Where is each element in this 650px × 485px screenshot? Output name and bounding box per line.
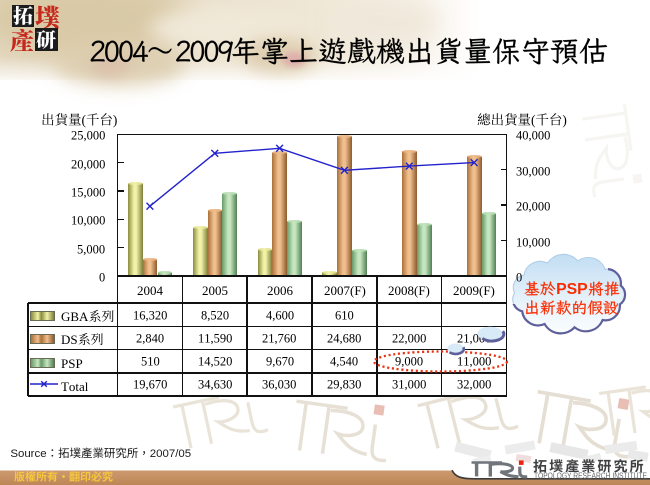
- svg-text:14,520: 14,520: [198, 355, 232, 369]
- svg-text:0: 0: [99, 270, 105, 284]
- svg-text:9,670: 9,670: [266, 355, 294, 369]
- svg-text:34,630: 34,630: [198, 378, 232, 392]
- svg-text:2007/05: 2007/05: [150, 448, 191, 460]
- svg-text:10,000: 10,000: [516, 235, 550, 249]
- svg-text:(: (: [531, 112, 536, 127]
- svg-text:510: 510: [141, 355, 160, 369]
- svg-text:5,000: 5,000: [77, 242, 105, 256]
- svg-text:PSP: PSP: [556, 281, 588, 298]
- svg-text:16,320: 16,320: [133, 308, 167, 322]
- svg-text:11,000: 11,000: [457, 355, 491, 369]
- svg-text:25,000: 25,000: [71, 129, 105, 143]
- svg-text:36,030: 36,030: [262, 378, 296, 392]
- svg-text:610: 610: [335, 308, 354, 322]
- svg-text:DS: DS: [61, 332, 78, 347]
- svg-text:15,000: 15,000: [71, 185, 105, 199]
- svg-text:29,830: 29,830: [327, 378, 361, 392]
- svg-text:9,000: 9,000: [395, 355, 423, 369]
- svg-text:): ): [562, 112, 566, 127]
- svg-text:2006: 2006: [267, 283, 294, 298]
- svg-text:20,000: 20,000: [71, 157, 105, 171]
- svg-text:0: 0: [516, 270, 522, 284]
- svg-text:GBA: GBA: [61, 309, 89, 324]
- svg-text:30,000: 30,000: [516, 164, 550, 178]
- svg-text:Source: Source: [10, 448, 46, 460]
- svg-text:TOPOLOGY RESEARCH INSTITUTE: TOPOLOGY RESEARCH INSTITUTE: [534, 470, 647, 480]
- svg-text:2005: 2005: [202, 283, 228, 298]
- svg-text:(: (: [82, 112, 87, 127]
- svg-text:11,590: 11,590: [198, 331, 232, 345]
- svg-text:21,760: 21,760: [262, 331, 296, 345]
- svg-text:32,000: 32,000: [457, 378, 491, 392]
- svg-text:2004: 2004: [137, 283, 164, 298]
- svg-text:): ): [113, 112, 117, 127]
- svg-text:PSP: PSP: [61, 355, 83, 370]
- svg-text:2008(F): 2008(F): [388, 283, 430, 298]
- svg-text:19,670: 19,670: [133, 378, 167, 392]
- svg-text:31,000: 31,000: [392, 378, 426, 392]
- svg-text:4,540: 4,540: [330, 355, 358, 369]
- svg-text:40,000: 40,000: [516, 129, 550, 143]
- svg-text:2009(F): 2009(F): [453, 283, 495, 298]
- svg-text:2007(F): 2007(F): [324, 283, 366, 298]
- svg-text:20,000: 20,000: [516, 199, 550, 213]
- svg-text:22,000: 22,000: [392, 331, 426, 345]
- svg-text:8,520: 8,520: [201, 308, 229, 322]
- svg-text:24,680: 24,680: [327, 331, 361, 345]
- svg-text:2,840: 2,840: [136, 331, 164, 345]
- svg-text:Total: Total: [61, 379, 89, 394]
- svg-text:10,000: 10,000: [71, 214, 105, 228]
- svg-text:4,600: 4,600: [266, 308, 294, 322]
